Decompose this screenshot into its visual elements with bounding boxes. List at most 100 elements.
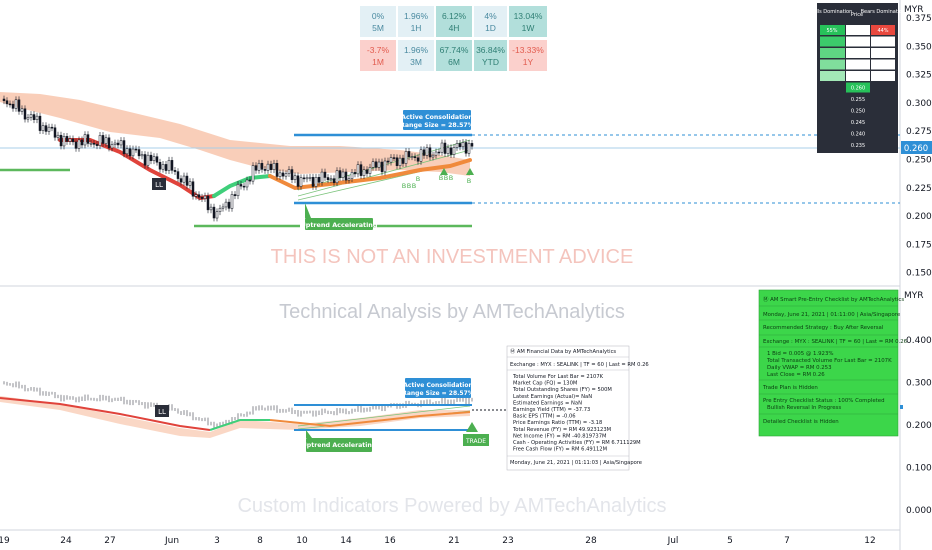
perf-cell: [398, 6, 434, 37]
candle-body: [389, 157, 393, 163]
dom-price-value: 0.265: [851, 74, 865, 80]
candle-body: [224, 201, 228, 208]
dom-price-cell: [846, 140, 870, 150]
current-price-tag[interactable]: 0.260: [901, 141, 932, 154]
uptrend-label-bottom: Uptrend Accelerating: [302, 430, 376, 452]
candle-body: [392, 157, 396, 159]
price-axis-top[interactable]: 0.375 0.350 0.325 0.300 0.275 0.250 0.225 0.200…: [906, 14, 932, 279]
candle-body: [362, 169, 366, 176]
perf-cell: [436, 6, 472, 37]
candle-body: [128, 148, 132, 157]
candle-body: [194, 194, 198, 197]
trend-ribbon-bottom-orange: [269, 411, 471, 428]
perf-period: 1M: [372, 57, 384, 67]
candle-body: [323, 171, 327, 178]
candle-body: [329, 178, 333, 181]
date-axis[interactable]: 19 24 27 Jun 3 8 10 14 16 21 23 28 Jul 5 7 12: [0, 536, 876, 546]
candle-body: [68, 138, 72, 142]
trend-ribbon-bottom-green: [209, 419, 270, 431]
dom-price-value: 0.260: [851, 86, 865, 92]
svg-text:B: B: [439, 174, 443, 182]
dom-header-bulls: Bulls Domination: [810, 9, 853, 15]
candle-body: [311, 177, 315, 187]
svg-text:B: B: [407, 182, 411, 190]
dom-price-cell: [846, 36, 870, 47]
candle-body: [242, 185, 246, 188]
candle-body: [305, 177, 309, 180]
fin-line: Total Revenue (FY) = RM 49.923123M: [512, 427, 611, 433]
candle-body: [170, 160, 174, 171]
active-consolidation-label-top: Active Consolidation (Range Size = 28.57…: [397, 110, 477, 130]
perf-period: 1H: [411, 23, 422, 33]
candle-body: [290, 169, 294, 180]
candle-body: [230, 194, 234, 209]
candle-body: [80, 139, 84, 146]
price-tick-top: 0.325: [906, 71, 932, 81]
candle-body: [428, 147, 432, 158]
check-strategy: Recommended Strategy : Buy After Reversa…: [763, 325, 883, 331]
dom-price-cell: [846, 105, 870, 116]
candle-body: [65, 136, 69, 142]
candle-body: [308, 177, 312, 179]
trade-marker: TRADE: [463, 422, 489, 446]
candle-body: [413, 156, 417, 158]
candle-body: [71, 138, 75, 143]
candle-body: [281, 172, 285, 177]
candle-body: [440, 142, 444, 153]
price-tick-bottom: 0.400: [906, 336, 932, 346]
price-axis-bottom[interactable]: 0.400 0.300 0.200 0.100 0.000: [906, 336, 932, 516]
candle-body: [257, 163, 261, 171]
fin-line: Earnings Yield (TTM) = -37.73: [513, 407, 590, 413]
buy-triangle-1: [440, 168, 448, 175]
dom-bear-cell: [871, 71, 895, 81]
candle-body: [278, 172, 282, 177]
candle-body: [467, 143, 471, 154]
candle-body: [236, 184, 240, 197]
candle-body: [59, 134, 63, 147]
dom-price-cell: [846, 82, 870, 93]
check-title: Ⓜ AM Smart Pre-Entry Checklist by AMTech…: [763, 295, 904, 303]
candle-body: [44, 125, 48, 132]
dom-bear-cell: [871, 36, 895, 47]
fin-line: Total Outstanding Shares (FY) = 500M: [512, 387, 612, 393]
dom-price-cell: [846, 48, 870, 58]
candle-body: [8, 103, 12, 106]
candle-body: [368, 167, 372, 174]
candle-body: [143, 154, 147, 166]
perf-pct: 1.96%: [404, 45, 429, 55]
price-candles-top: [2, 95, 474, 222]
price-tick-top: 0.225: [906, 184, 932, 194]
candle-body: [437, 151, 441, 154]
ll-marker-bottom: LL: [155, 405, 169, 417]
price-tick-top: 0.300: [906, 99, 932, 109]
fin-line: Free Cash Flow (FY) = RM 6.49112M: [513, 447, 607, 453]
dom-bear-cell: [871, 82, 895, 93]
candle-body: [98, 135, 102, 146]
candle-body: [431, 154, 435, 158]
buy-triangle-2: [466, 168, 474, 175]
bid-line: Last Close = RM 0.26: [767, 372, 825, 378]
dom-price-cell: [846, 25, 870, 35]
fin-line: Estimated Earnings = NaN: [513, 400, 582, 406]
candle-body: [302, 177, 306, 180]
price-tick-bottom: 0.300: [906, 379, 932, 389]
date-tick: Jun: [164, 536, 179, 546]
svg-text:B: B: [416, 175, 420, 183]
candle-body: [200, 197, 204, 199]
candle-body: [26, 117, 30, 120]
candle-body: [179, 178, 183, 183]
candle-body: [335, 170, 339, 184]
candle-body: [185, 175, 189, 186]
trend-ribbon: [58, 138, 216, 201]
price-tick-top: 0.175: [906, 240, 932, 250]
candle-body: [83, 134, 87, 146]
candle-body: [254, 165, 258, 171]
dom-bull-cell: [820, 105, 845, 116]
price-tick-top: 0.250: [906, 156, 932, 166]
candle-body: [11, 103, 15, 109]
perf-period: 3M: [410, 57, 422, 67]
candle-body: [233, 194, 237, 197]
dom-bull-cell: [820, 71, 845, 81]
candle-body: [446, 147, 450, 154]
